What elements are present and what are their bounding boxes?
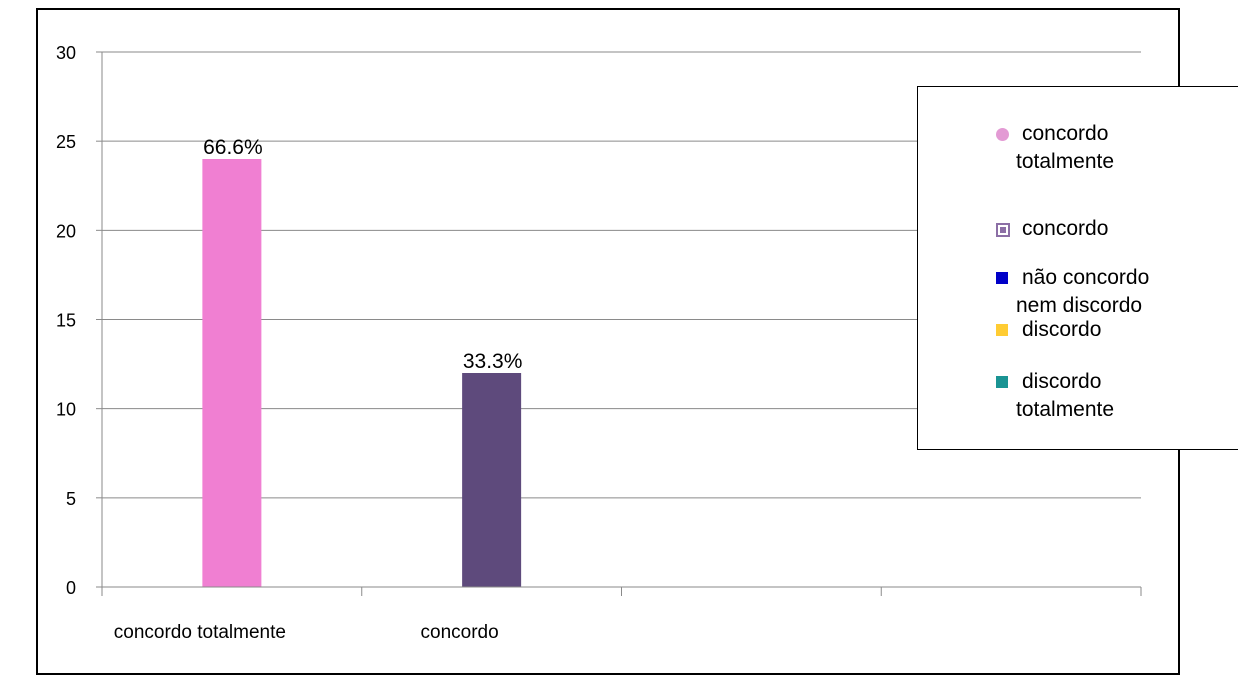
y-tick-label: 5 <box>66 489 76 509</box>
square-marker-icon <box>996 272 1008 284</box>
square-marker-icon <box>996 324 1008 336</box>
square-marker-icon <box>996 223 1010 237</box>
legend-label: não concordo <box>1022 266 1150 289</box>
y-tick-label: 30 <box>56 43 76 63</box>
x-category-label: concordo totalmente <box>114 622 286 643</box>
legend-label-continued: totalmente <box>1016 398 1115 421</box>
legend-label: discordo <box>1022 318 1102 341</box>
legend-label-continued: totalmente <box>1016 150 1115 173</box>
bar <box>462 373 522 587</box>
bar-data-label: 33.3% <box>463 350 523 373</box>
circle-marker-icon <box>996 128 1009 141</box>
legend-label: discordo <box>1022 370 1102 393</box>
legend-item: concordo <box>996 215 1182 243</box>
y-tick-label: 15 <box>56 311 76 331</box>
legend-label: concordo <box>1022 217 1109 240</box>
bar-data-label: 66.6% <box>203 136 263 159</box>
legend-item: não concordo nem discordo <box>996 264 1182 320</box>
y-tick-label: 10 <box>56 400 76 420</box>
y-tick-label: 0 <box>66 578 76 598</box>
y-tick-label: 25 <box>56 132 76 152</box>
legend-label: concordo <box>1022 122 1109 145</box>
square-marker-icon <box>996 376 1008 388</box>
bar <box>202 159 262 587</box>
x-category-label: concordo <box>421 622 499 643</box>
chart-legend: concordo totalmente concordo não concordo ne… <box>917 86 1238 450</box>
y-tick-label: 20 <box>56 221 76 241</box>
legend-item: discordo totalmente <box>996 368 1182 424</box>
legend-item: concordo totalmente <box>996 120 1182 176</box>
legend-item: discordo <box>996 316 1182 344</box>
legend-label-continued: nem discordo <box>1016 294 1143 317</box>
